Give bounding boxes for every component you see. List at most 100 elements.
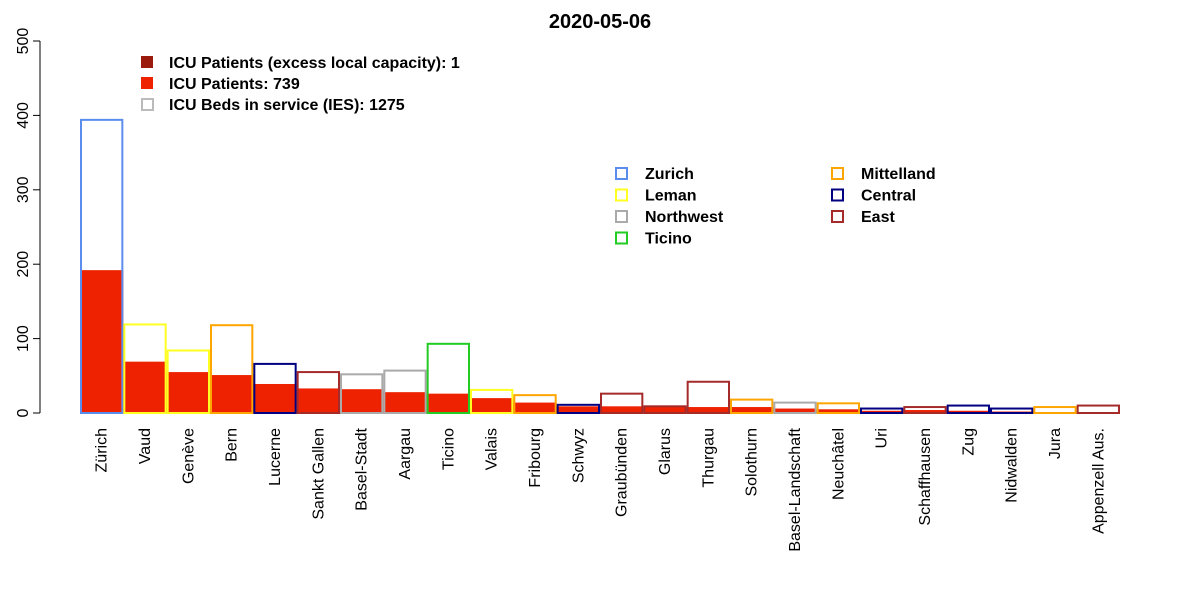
beds-bar [643, 405, 687, 414]
beds-bar [166, 349, 211, 414]
patients-bar [470, 398, 514, 413]
patients-bar [340, 389, 384, 413]
y-tick-label: 0 [15, 408, 32, 417]
patients-bar [643, 406, 687, 413]
legend-label: ICU Beds in service (IES): 1275 [169, 97, 405, 114]
legend-regions: Zurich Leman Northwest Ticino Mittelland Cent… [615, 166, 936, 248]
x-axis-labels: Zürich Vaud Genève Bern Lucerne Sankt Gallen B… [94, 427, 1108, 551]
patients-bar [513, 402, 557, 413]
patients-bar [600, 406, 644, 413]
category-label: Basel-Landschaft [787, 427, 804, 551]
beds-bar [1076, 404, 1120, 414]
bars [80, 118, 1120, 415]
y-tick-label: 300 [15, 176, 32, 203]
beds-bar [686, 380, 731, 415]
beds-bar [990, 407, 1034, 415]
beds-bar [296, 371, 340, 414]
patients-bar [210, 375, 254, 413]
legend-label: ICU Patients: 739 [169, 76, 300, 93]
beds-bar [1033, 406, 1077, 415]
patients-bar [816, 409, 860, 413]
legend-swatch [141, 77, 153, 89]
category-label: Zug [960, 428, 977, 456]
y-tick-label: 500 [15, 28, 32, 55]
beds-bar [426, 342, 470, 415]
category-label: Valais [484, 428, 501, 470]
patients-bar [686, 407, 730, 413]
region-swatch [831, 210, 844, 223]
legend-main: ICU Patients (excess local capacity): 1 I… [141, 55, 460, 114]
beds-bar [946, 404, 991, 414]
category-label: Vaud [137, 428, 154, 464]
beds-bar [556, 403, 601, 415]
y-axis: 0 100 200 300 400 500 [15, 28, 41, 417]
patients-bar [860, 410, 904, 413]
patients-bar [773, 408, 817, 413]
beds-bar [903, 406, 947, 415]
category-label: Genève [180, 428, 197, 484]
category-label: Nidwalden [1004, 428, 1021, 503]
region-swatch [615, 231, 628, 245]
beds-bar [210, 324, 254, 415]
region-label: Leman [645, 188, 697, 205]
beds-bar [253, 362, 297, 414]
beds-bar [730, 398, 774, 415]
category-label: Graubünden [614, 428, 631, 517]
category-label: Neuchâtel [830, 428, 847, 500]
region-swatch [615, 167, 628, 180]
beds-bar [860, 407, 904, 415]
region-label: East [861, 209, 895, 226]
y-tick-label: 400 [15, 102, 32, 129]
legend-swatch [141, 56, 153, 68]
beds-bar [123, 323, 167, 414]
category-label: Uri [874, 428, 891, 448]
patients-bar [903, 410, 947, 413]
category-label: Bern [224, 428, 241, 462]
patients-bar [383, 392, 427, 413]
category-label: Sankt Gallen [310, 428, 327, 520]
beds-bar [80, 118, 124, 414]
category-label: Aargau [397, 428, 414, 480]
beds-bar [773, 401, 817, 415]
beds-bar [340, 373, 384, 415]
category-label: Ticino [440, 428, 457, 470]
region-label: Mittelland [861, 166, 936, 183]
region-label: Zurich [645, 166, 694, 183]
y-tick-label: 100 [15, 325, 32, 352]
beds-bar [816, 402, 861, 415]
region-swatch [831, 188, 844, 202]
region-swatch [615, 188, 628, 202]
patients-bar [253, 383, 297, 413]
patients-bar [426, 393, 470, 413]
category-label: Jura [1047, 428, 1064, 459]
patients-bar [123, 361, 167, 413]
region-label: Central [861, 188, 916, 205]
category-label: Glarus [657, 428, 674, 475]
patients-bar [946, 410, 990, 413]
category-label: Fribourg [527, 428, 544, 488]
category-label: Appenzell Aus. [1090, 428, 1107, 534]
beds-bar [513, 394, 557, 415]
region-label: Northwest [645, 209, 724, 226]
beds-bar [600, 392, 644, 415]
category-label: Solothurn [744, 428, 761, 497]
category-label: Basel-Stadt [354, 427, 371, 510]
patients-bar [296, 388, 340, 413]
category-label: Schwyz [570, 428, 587, 483]
patients-bar [80, 270, 124, 413]
category-label: Schaffhausen [917, 428, 934, 526]
patients-bar [556, 406, 600, 413]
region-swatch [615, 210, 628, 223]
y-tick-label: 200 [15, 251, 32, 278]
region-label: Ticino [645, 231, 692, 248]
chart-title: 2020-05-06 [549, 11, 651, 33]
patients-bar [730, 407, 774, 413]
category-label: Zürich [94, 428, 111, 472]
beds-bar [383, 369, 427, 415]
category-label: Thurgau [700, 428, 717, 488]
patients-bar [166, 372, 210, 413]
legend-label: ICU Patients (excess local capacity): 1 [169, 55, 460, 72]
beds-bar [470, 388, 514, 415]
region-swatch [831, 167, 844, 180]
